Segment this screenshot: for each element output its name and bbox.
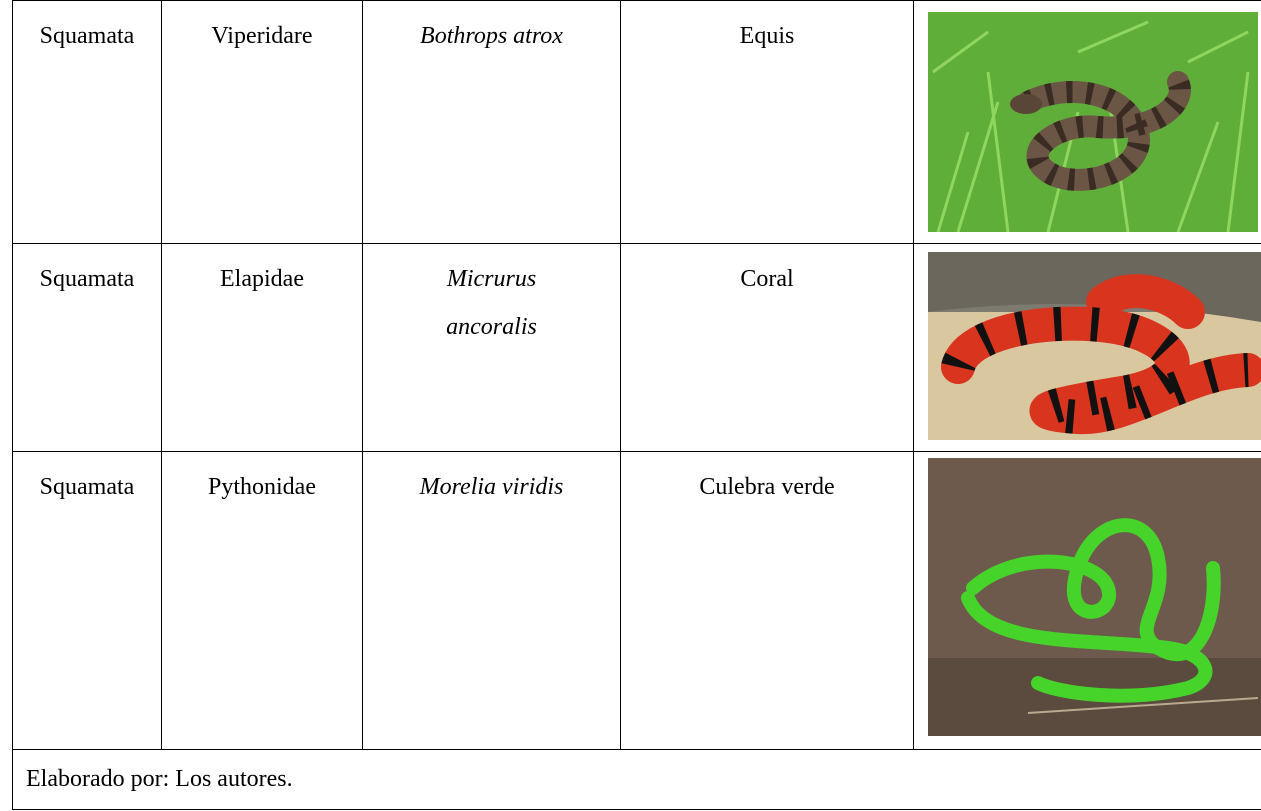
- table-border: [913, 0, 914, 749]
- family-cell: Elapidae: [220, 266, 304, 292]
- table-border: [362, 0, 363, 749]
- table-border: [12, 749, 1261, 750]
- family-cell: Pythonidae: [208, 474, 316, 500]
- species-cell: Morelia viridis: [419, 474, 564, 500]
- table-border: [12, 451, 1261, 452]
- snake-photo: [928, 12, 1258, 232]
- table-border: [620, 0, 621, 749]
- table-border: [12, 0, 1261, 1]
- order-cell: Squamata: [39, 266, 135, 292]
- table-border: [161, 0, 162, 749]
- common-name-cell: Coral: [740, 266, 794, 292]
- table-footer: Elaborado por: Los autores.: [26, 766, 293, 792]
- snake-photo: [928, 252, 1261, 440]
- order-cell: Squamata: [39, 474, 135, 500]
- snake-photo: [928, 458, 1261, 736]
- order-cell: Squamata: [39, 23, 135, 49]
- common-name-cell: Culebra verde: [699, 474, 835, 500]
- species-cell: Micrurus ancoralis: [446, 266, 537, 340]
- common-name-cell: Equis: [739, 23, 795, 49]
- table-border: [12, 243, 1261, 244]
- species-cell: Bothrops atrox: [420, 23, 563, 49]
- table-border: [12, 0, 13, 810]
- family-cell: Viperidare: [211, 23, 313, 49]
- table-border: [12, 809, 1261, 810]
